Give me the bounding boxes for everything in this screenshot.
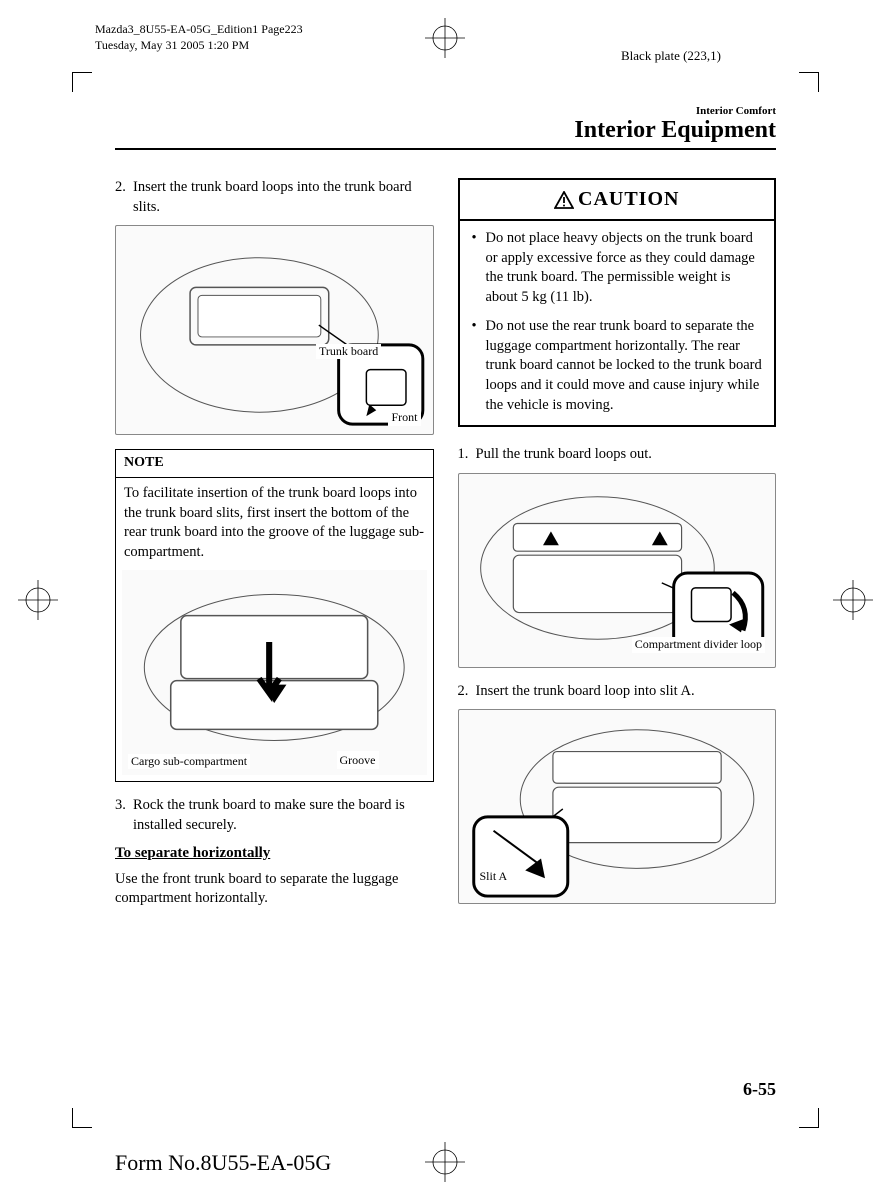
- caution-body: • Do not place heavy objects on the trun…: [460, 221, 775, 425]
- figure-label-divider-loop: Compartment divider loop: [632, 637, 765, 652]
- header-meta: Mazda3_8U55-EA-05G_Edition1 Page223 Tues…: [95, 22, 303, 53]
- warning-triangle-icon: [554, 191, 574, 209]
- page-number: 6-55: [743, 1079, 776, 1100]
- section-title: Interior Equipment: [115, 117, 776, 144]
- step-2: 2. Insert the trunk board loops into the…: [115, 178, 434, 217]
- figure-slit-a: Slit A: [458, 709, 777, 904]
- caution-bullet-2: • Do not use the rear trunk board to sep…: [472, 317, 763, 415]
- figure-groove: Cargo sub-compartment Groove: [122, 570, 427, 775]
- figure-label-groove: Groove: [337, 751, 379, 769]
- step-number: 3.: [115, 796, 133, 835]
- figure-label-front: Front: [388, 408, 420, 426]
- step-2-right: 2. Insert the trunk board loop into slit…: [458, 682, 777, 702]
- figure-trunk-board-loops: Trunk board Front: [115, 225, 434, 435]
- note-body: To facilitate insertion of the trunk boa…: [116, 478, 433, 568]
- step-text: Rock the trunk board to make sure the bo…: [133, 796, 434, 835]
- caution-bullet-1: • Do not place heavy objects on the trun…: [472, 229, 763, 307]
- figure-label-slit-a: Slit A: [477, 867, 511, 885]
- crop-mark-icon: [72, 72, 92, 92]
- step-number: 2.: [458, 682, 476, 702]
- subheading-separate: To separate horizontally: [115, 843, 434, 863]
- caution-title: CAUTION: [460, 180, 775, 221]
- step-1: 1. Pull the trunk board loops out.: [458, 445, 777, 465]
- step-text: Pull the trunk board loops out.: [476, 445, 652, 465]
- registration-mark-icon: [425, 18, 465, 58]
- note-box: NOTE To facilitate insertion of the trun…: [115, 449, 434, 782]
- registration-mark-icon: [833, 580, 873, 620]
- section-small-title: Interior Comfort: [115, 105, 776, 117]
- caution-box: CAUTION • Do not place heavy objects on …: [458, 178, 777, 427]
- crop-mark-icon: [799, 72, 819, 92]
- figure-label-cargo: Cargo sub-compartment: [128, 754, 250, 769]
- figure-pull-loops: Compartment divider loop: [458, 473, 777, 668]
- figure-label-trunk-board: Trunk board: [316, 344, 381, 359]
- right-column: CAUTION • Do not place heavy objects on …: [458, 178, 777, 918]
- registration-mark-icon: [18, 580, 58, 620]
- section-header: Interior Comfort Interior Equipment: [115, 105, 776, 150]
- note-title: NOTE: [116, 450, 433, 478]
- bullet-text: Do not use the rear trunk board to separ…: [486, 317, 763, 415]
- step-number: 1.: [458, 445, 476, 465]
- doc-id: Mazda3_8U55-EA-05G_Edition1 Page223: [95, 22, 303, 38]
- bullet-icon: •: [472, 317, 486, 415]
- step-text: Insert the trunk board loops into the tr…: [133, 178, 434, 217]
- caution-title-text: CAUTION: [578, 188, 679, 210]
- bullet-icon: •: [472, 229, 486, 307]
- step-text: Insert the trunk board loop into slit A.: [476, 682, 695, 702]
- crop-mark-icon: [72, 1108, 92, 1128]
- step-3: 3. Rock the trunk board to make sure the…: [115, 796, 434, 835]
- black-plate-label: Black plate (223,1): [621, 48, 721, 64]
- timestamp: Tuesday, May 31 2005 1:20 PM: [95, 38, 303, 54]
- left-column: 2. Insert the trunk board loops into the…: [115, 178, 434, 918]
- form-number: Form No.8U55-EA-05G: [115, 1150, 331, 1176]
- bullet-text: Do not place heavy objects on the trunk …: [486, 229, 763, 307]
- crop-mark-icon: [799, 1108, 819, 1128]
- paragraph: Use the front trunk board to separate th…: [115, 870, 434, 909]
- registration-mark-icon: [425, 1142, 465, 1182]
- step-number: 2.: [115, 178, 133, 217]
